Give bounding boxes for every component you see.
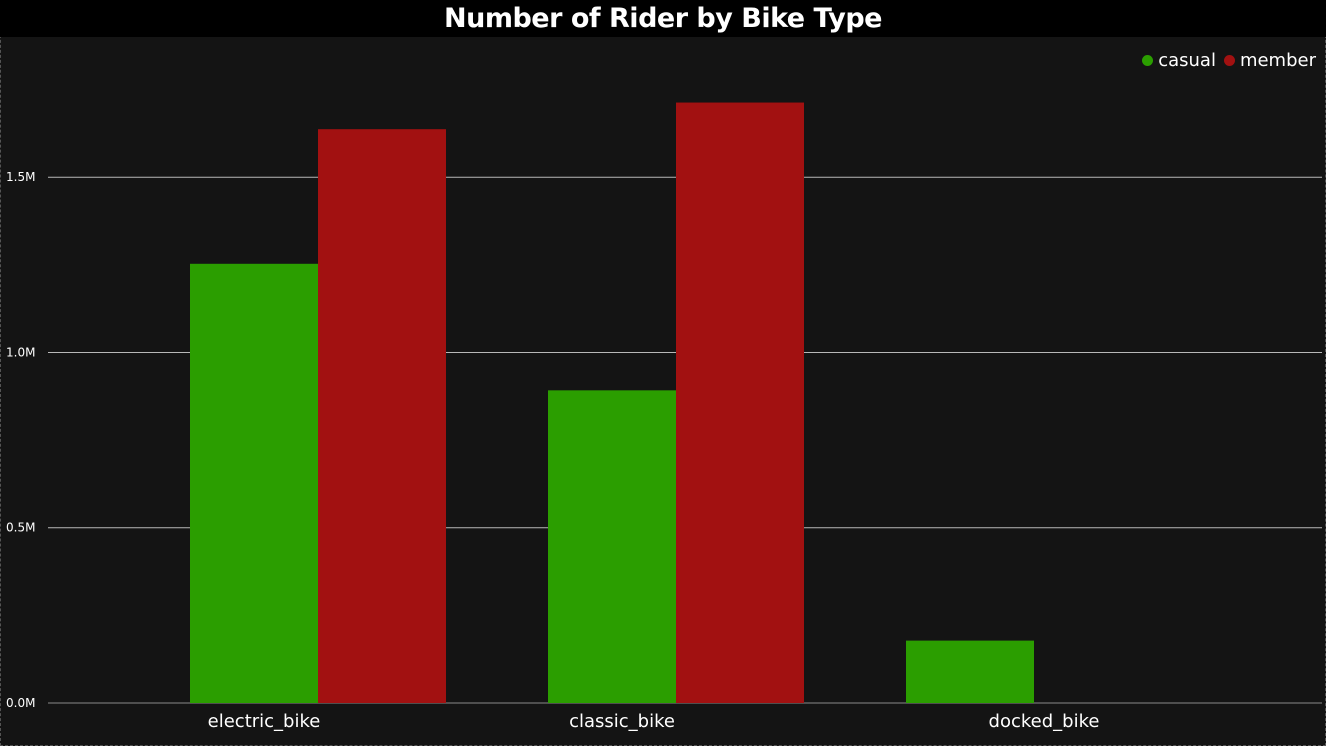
bar-casual-classic_bike[interactable] (548, 390, 676, 703)
bar-layer (190, 102, 1034, 704)
chart-title: Number of Rider by Bike Type (444, 3, 882, 34)
legend-label-member: member (1239, 50, 1316, 71)
bar-member-electric_bike[interactable] (318, 129, 446, 703)
legend: casual member (1142, 50, 1316, 71)
legend-label-casual: casual (1158, 50, 1216, 71)
x-tick-label: electric_bike (208, 711, 321, 732)
y-tick-label: 1.5M (6, 170, 35, 184)
bar-casual-electric_bike[interactable] (190, 263, 318, 703)
legend-swatch-casual (1142, 55, 1154, 66)
y-tick-label: 0.5M (6, 521, 35, 535)
title-bar: Number of Rider by Bike Type (0, 0, 1326, 37)
legend-item-member[interactable]: member (1223, 50, 1316, 71)
y-tick-label: 1.0M (6, 345, 35, 359)
y-tick-label: 0.0M (6, 696, 35, 710)
x-tick-label: docked_bike (989, 711, 1100, 732)
legend-swatch-member (1223, 55, 1235, 66)
bar-member-classic_bike[interactable] (676, 102, 804, 704)
x-tick-label: classic_bike (569, 711, 675, 732)
legend-item-casual[interactable]: casual (1142, 50, 1216, 71)
label-layer: 0.0M 0.5M 1.0M 1.5M electric_bike classic_bik… (6, 170, 1099, 732)
bar-casual-docked_bike[interactable] (906, 640, 1034, 703)
